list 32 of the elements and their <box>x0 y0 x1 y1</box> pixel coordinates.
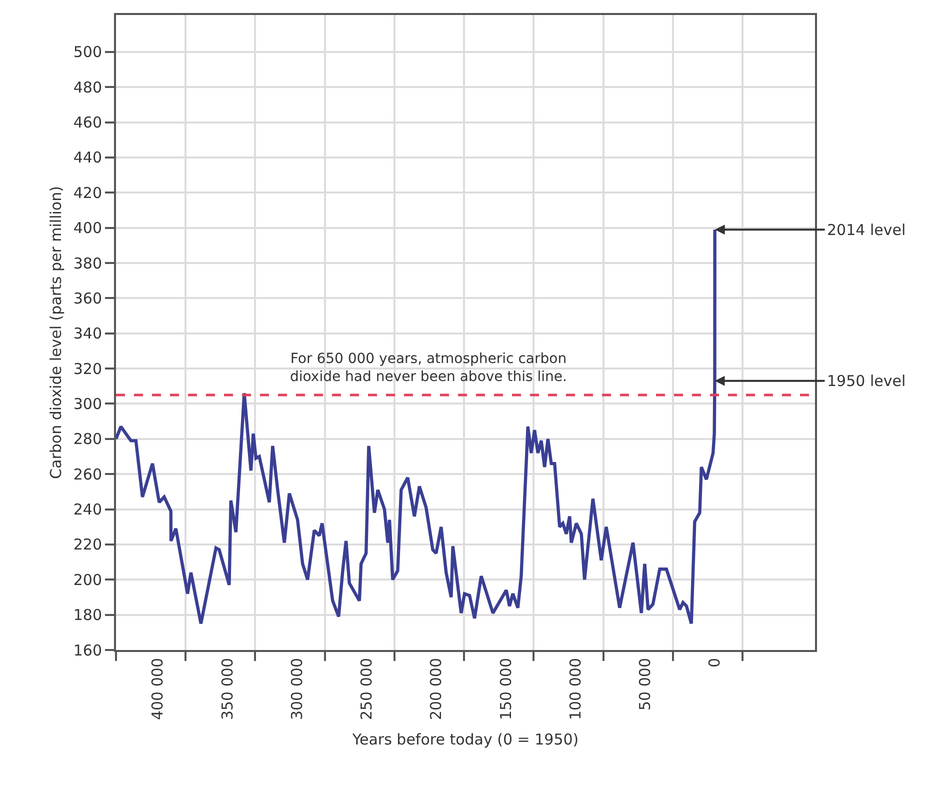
y-tick-label: 380 <box>73 254 102 272</box>
x-tick-label: 200 000 <box>427 658 446 720</box>
x-tick-label: 0 <box>706 658 724 668</box>
y-tick-label: 160 <box>73 641 102 660</box>
ref-line-label: For 650 000 years, atmospheric carbon dioxide had never been above this line. <box>290 351 567 386</box>
y-tick-label: 220 <box>73 536 102 554</box>
annotation: 2014 level <box>827 221 906 239</box>
y-tick-label: 360 <box>73 289 102 308</box>
y-tick-label: 300 <box>73 394 102 413</box>
y-tick-label: 320 <box>73 360 102 378</box>
y-tick-label: 460 <box>73 114 102 132</box>
y-tick-label: 400 <box>73 219 102 238</box>
x-tick-label: 300 000 <box>288 658 306 720</box>
y-tick-label: 500 <box>73 43 102 62</box>
y-tick-label: 480 <box>73 78 102 96</box>
y-tick-label: 340 <box>73 324 102 343</box>
x-tick-label: 100 000 <box>566 658 584 720</box>
x-tick-label: 400 000 <box>148 658 167 720</box>
x-tick-label: 150 000 <box>496 658 515 720</box>
annotation: 1950 level <box>827 372 906 390</box>
y-tick-label: 260 <box>73 465 102 484</box>
y-tick-label: 280 <box>73 430 102 448</box>
y-tick-label: 240 <box>73 500 102 519</box>
y-tick-label: 180 <box>73 606 102 624</box>
x-tick-label: 50 000 <box>636 658 654 710</box>
y-axis-title: Carbon dioxide level (parts per million) <box>47 186 66 479</box>
y-tick-label: 200 <box>73 570 102 589</box>
y-tick-label: 440 <box>73 148 102 167</box>
x-axis-title: Years before today (0 = 1950) <box>351 730 579 749</box>
y-tick-label: 420 <box>73 184 102 202</box>
x-tick-label: 250 000 <box>358 658 376 720</box>
x-tick-label: 350 000 <box>218 658 236 720</box>
